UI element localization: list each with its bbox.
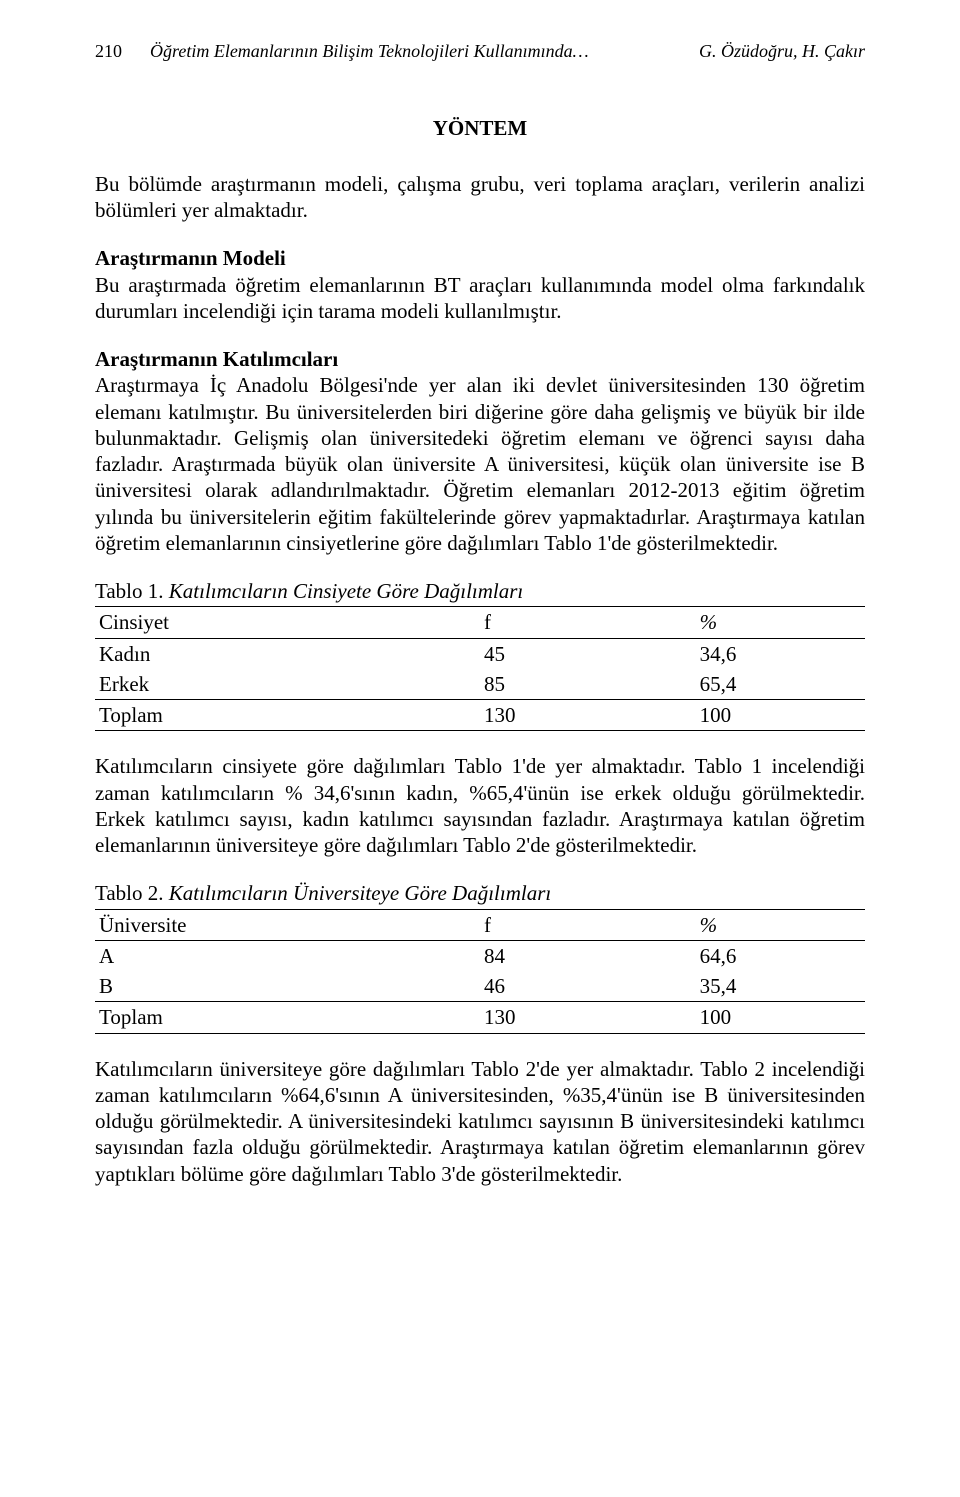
- running-title: Öğretim Elemanlarının Bilişim Teknolojil…: [150, 40, 699, 63]
- running-head: 210 Öğretim Elemanlarının Bilişim Teknol…: [95, 40, 865, 63]
- table1-caption-title: Katılımcıların Cinsiyete Göre Dağılımlar…: [169, 579, 523, 603]
- section-title: YÖNTEM: [95, 115, 865, 141]
- table2-r0c1: 84: [480, 940, 696, 971]
- table1-col2: %: [696, 607, 865, 638]
- table1-total-c1: 130: [480, 700, 696, 731]
- table1-header-row: Cinsiyet f %: [95, 607, 865, 638]
- table1-total-row: Toplam 130 100: [95, 700, 865, 731]
- table1-col1: f: [480, 607, 696, 638]
- table2-r1c1: 46: [480, 971, 696, 1002]
- table1-col0: Cinsiyet: [95, 607, 480, 638]
- table1: Cinsiyet f % Kadın 45 34,6 Erkek 85 65,4…: [95, 606, 865, 731]
- table-row: Erkek 85 65,4: [95, 669, 865, 700]
- model-subhead: Araştırmanın Modeli: [95, 246, 286, 270]
- table-row: A 84 64,6: [95, 940, 865, 971]
- participants-paragraph: Araştırmanın Katılımcıları Araştırmaya İ…: [95, 346, 865, 556]
- model-paragraph: Araştırmanın Modeli Bu araştırmada öğret…: [95, 245, 865, 324]
- participants-body: Araştırmaya İç Anadolu Bölgesi'nde yer a…: [95, 373, 865, 555]
- table2-col1: f: [480, 909, 696, 940]
- table1-r0c2: 34,6: [696, 638, 865, 669]
- page: 210 Öğretim Elemanlarının Bilişim Teknol…: [0, 0, 960, 1247]
- table1-total-c0: Toplam: [95, 700, 480, 731]
- table2-total-c0: Toplam: [95, 1002, 480, 1033]
- table1-r0c1: 45: [480, 638, 696, 669]
- after-table1-paragraph: Katılımcıların cinsiyete göre dağılımlar…: [95, 753, 865, 858]
- table2-total-row: Toplam 130 100: [95, 1002, 865, 1033]
- table2-col0: Üniversite: [95, 909, 480, 940]
- after-table2-paragraph: Katılımcıların üniversiteye göre dağılım…: [95, 1056, 865, 1187]
- table2-r1c2: 35,4: [696, 971, 865, 1002]
- table1-r1c0: Erkek: [95, 669, 480, 700]
- table2-col2: %: [696, 909, 865, 940]
- table2-caption-title: Katılımcıların Üniversiteye Göre Dağılım…: [169, 881, 551, 905]
- table2-total-c1: 130: [480, 1002, 696, 1033]
- table2-header-row: Üniversite f %: [95, 909, 865, 940]
- table2-r0c0: A: [95, 940, 480, 971]
- table2-r0c2: 64,6: [696, 940, 865, 971]
- intro-paragraph: Bu bölümde araştırmanın modeli, çalışma …: [95, 171, 865, 224]
- page-number: 210: [95, 40, 150, 63]
- table2-total-c2: 100: [696, 1002, 865, 1033]
- table1-total-c2: 100: [696, 700, 865, 731]
- table2: Üniversite f % A 84 64,6 B 46 35,4 Topla…: [95, 909, 865, 1034]
- model-body: Bu araştırmada öğretim elemanlarının BT …: [95, 273, 865, 323]
- table1-r1c2: 65,4: [696, 669, 865, 700]
- table1-r1c1: 85: [480, 669, 696, 700]
- table1-caption: Tablo 1. Katılımcıların Cinsiyete Göre D…: [95, 578, 865, 604]
- table2-r1c0: B: [95, 971, 480, 1002]
- table1-caption-lead: Tablo 1.: [95, 579, 169, 603]
- table2-caption: Tablo 2. Katılımcıların Üniversiteye Gör…: [95, 880, 865, 906]
- participants-subhead: Araştırmanın Katılımcıları: [95, 347, 338, 371]
- table-row: Kadın 45 34,6: [95, 638, 865, 669]
- table2-caption-lead: Tablo 2.: [95, 881, 169, 905]
- table-row: B 46 35,4: [95, 971, 865, 1002]
- header-authors: G. Özüdoğru, H. Çakır: [699, 40, 865, 63]
- table1-r0c0: Kadın: [95, 638, 480, 669]
